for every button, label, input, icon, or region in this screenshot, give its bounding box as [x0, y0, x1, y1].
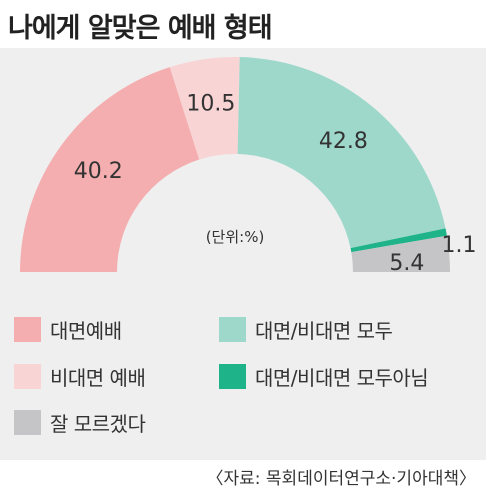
legend-item-5: 잘 모르겠다 [14, 407, 146, 437]
legend-item-3: 대면/비대면 모두 [219, 314, 393, 344]
legend-label: 대면/비대면 모두 [255, 318, 393, 343]
legend-item-2: 비대면 예배 [14, 361, 146, 391]
semi-donut-chart: 40.2 10.5 42.8 1.1 5.4 (단위:%) [20, 57, 477, 276]
source-note: 〈자료: 목회데이터연구소·기아대책〉 [206, 469, 477, 489]
slice-value-label-2: 10.5 [186, 91, 235, 116]
unit-label: (단위:%) [206, 228, 265, 246]
slice-2 [169, 57, 240, 160]
slice-value-label-3: 42.8 [319, 129, 368, 154]
slice-1 [20, 67, 200, 273]
slice-labels-group: 40.2 10.5 42.8 1.1 5.4 [74, 91, 477, 276]
slice-value-label-5: 5.4 [389, 251, 424, 276]
slice-4 [350, 228, 447, 253]
legend-swatch [14, 316, 41, 342]
slice-5 [351, 235, 450, 272]
legend-item-4: 대면/비대면 모두아님 [219, 361, 429, 391]
legend-swatch [219, 363, 246, 389]
legend-item-1: 대면예배 [14, 314, 122, 344]
legend-swatch [14, 363, 41, 389]
chart-title: 나에게 알맞은 예배 형태 [8, 13, 273, 44]
legend-swatch [219, 316, 246, 342]
legend-label: 대면/비대면 모두아님 [255, 365, 429, 390]
slice-3 [237, 57, 446, 249]
legend-label: 비대면 예배 [50, 365, 146, 390]
legend-label: 대면예배 [50, 318, 122, 343]
slice-value-label-4: 1.1 [442, 233, 477, 258]
legend-label: 잘 모르겠다 [50, 411, 146, 436]
slice-value-label-1: 40.2 [74, 159, 123, 184]
legend-swatch [14, 409, 41, 435]
slices-group [20, 57, 450, 273]
